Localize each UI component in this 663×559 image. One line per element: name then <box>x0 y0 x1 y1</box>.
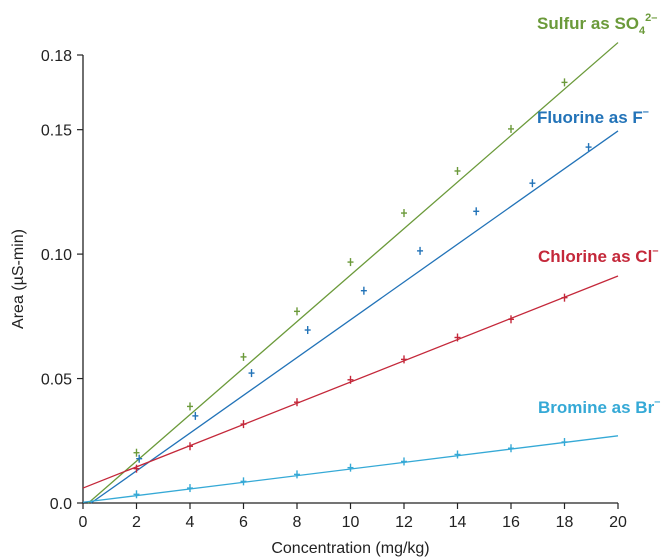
x-tick-label: 18 <box>556 514 574 531</box>
data-point <box>240 420 247 429</box>
data-point <box>417 246 424 255</box>
x-tick-label: 0 <box>79 514 88 531</box>
x-axis-title: Concentration (mg/kg) <box>271 540 429 557</box>
data-point <box>133 448 140 457</box>
x-tick-label: 10 <box>342 514 360 531</box>
y-axis-title: Area (µS-min) <box>10 229 27 329</box>
series-name-subscript: 4 <box>639 25 646 37</box>
y-ticks: 0.0 0.05 0.10 0.15 0.18 <box>41 48 83 513</box>
x-tick-label: 20 <box>609 514 627 531</box>
data-point <box>347 258 354 267</box>
data-point <box>473 207 480 216</box>
x-tick-label: 2 <box>132 514 141 531</box>
y-tick-label: 0.18 <box>41 48 72 65</box>
x-tick-label: 6 <box>239 514 248 531</box>
data-point <box>454 450 461 459</box>
data-point <box>240 352 247 361</box>
fit-line-series-0 <box>87 42 619 504</box>
x-tick-label: 16 <box>502 514 520 531</box>
x-tick-label: 8 <box>293 514 302 531</box>
data-point <box>561 438 568 447</box>
series-name: Sulfur as SO <box>537 14 639 33</box>
y-tick-label: 0.10 <box>41 247 72 264</box>
data-point <box>248 369 255 378</box>
data-point <box>508 444 514 453</box>
series-label-0: Sulfur as SO42– <box>537 12 657 37</box>
data-point <box>187 442 193 451</box>
data-point <box>401 457 407 466</box>
data-point <box>561 293 568 302</box>
data-point <box>240 477 247 486</box>
data-point <box>347 463 354 472</box>
series-name-superscript: – <box>652 245 658 257</box>
y-tick-label: 0.05 <box>41 372 72 389</box>
series-label-1: Fluorine as F– <box>537 106 649 127</box>
data-point <box>304 326 311 335</box>
data-point <box>133 490 140 499</box>
x-tick-label: 12 <box>395 514 413 531</box>
data-point <box>347 375 354 384</box>
series-name: Fluorine as F <box>537 108 643 127</box>
data-point <box>192 411 199 420</box>
y-tick-label: 0.15 <box>41 123 72 140</box>
series-label-2: Chlorine as Cl– <box>538 245 658 266</box>
data-point <box>360 286 367 295</box>
series-name: Chlorine as Cl <box>538 247 652 266</box>
fit-line-series-1 <box>90 130 619 504</box>
data-point <box>136 454 143 463</box>
x-ticks: 0 2 4 6 8 10 12 14 16 18 20 <box>79 503 627 531</box>
data-point <box>454 166 461 175</box>
data-point <box>454 333 461 342</box>
series-name: Bromine as Br <box>538 398 655 417</box>
data-point <box>561 78 568 87</box>
series-name-superscript: – <box>643 106 649 118</box>
data-point <box>401 209 407 218</box>
data-point <box>508 124 514 133</box>
data-point <box>187 484 193 493</box>
series-name-superscript: – <box>654 396 660 408</box>
x-tick-label: 14 <box>449 514 467 531</box>
series-name-superscript: 2– <box>645 12 657 24</box>
y-tick-label: 0.0 <box>50 496 72 513</box>
data-points <box>133 78 592 499</box>
series-labels: Sulfur as SO42–Fluorine as F–Chlorine as… <box>537 12 660 417</box>
data-point <box>294 398 300 407</box>
data-point <box>187 402 193 411</box>
data-point <box>508 315 514 324</box>
data-point <box>294 307 300 316</box>
data-point <box>585 143 592 152</box>
data-point <box>133 464 140 473</box>
series-label-3: Bromine as Br– <box>538 396 660 417</box>
x-tick-label: 4 <box>186 514 195 531</box>
data-point <box>294 470 300 479</box>
data-point <box>401 355 407 364</box>
data-point <box>529 179 536 188</box>
